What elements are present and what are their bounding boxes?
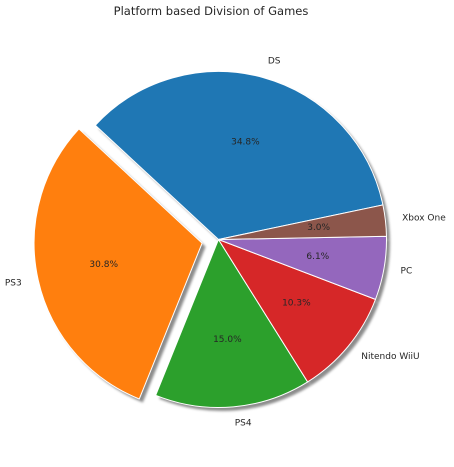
pie-percent-label-ds: 34.8% bbox=[231, 137, 260, 147]
pie-category-label-ds: DS bbox=[268, 56, 281, 66]
pie-percent-label-pc: 6.1% bbox=[306, 252, 329, 262]
pie-category-label-pc: PC bbox=[401, 266, 413, 276]
pie-slice-xbox-one bbox=[218, 204, 387, 240]
pie-slice-ps4 bbox=[155, 239, 309, 408]
pie-slice-ds bbox=[94, 71, 384, 240]
pie-slice-nitendo-wiiu bbox=[218, 239, 376, 383]
pie-slice-ps3 bbox=[33, 128, 203, 400]
pie-category-label-nitendo-wiiu: Nitendo WiiU bbox=[361, 352, 419, 362]
pie-percent-label-ps4: 15.0% bbox=[213, 335, 242, 345]
pie-slice-layer bbox=[33, 71, 387, 408]
pie-category-label-ps3: PS3 bbox=[5, 278, 22, 288]
chart-title: Platform based Division of Games bbox=[113, 4, 309, 18]
pie-category-label-ps4: PS4 bbox=[235, 419, 252, 429]
pie-percent-label-ps3: 30.8% bbox=[89, 260, 118, 270]
pie-category-label-xbox-one: Xbox One bbox=[402, 214, 446, 224]
pie-percent-label-nitendo-wiiu: 10.3% bbox=[282, 299, 311, 309]
pie-label-layer: 34.8% DS 30.8% PS3 15.0% PS4 10.3% Nitendo WiiU… bbox=[5, 56, 446, 428]
pie-percent-label-xbox-one: 3.0% bbox=[307, 223, 330, 233]
